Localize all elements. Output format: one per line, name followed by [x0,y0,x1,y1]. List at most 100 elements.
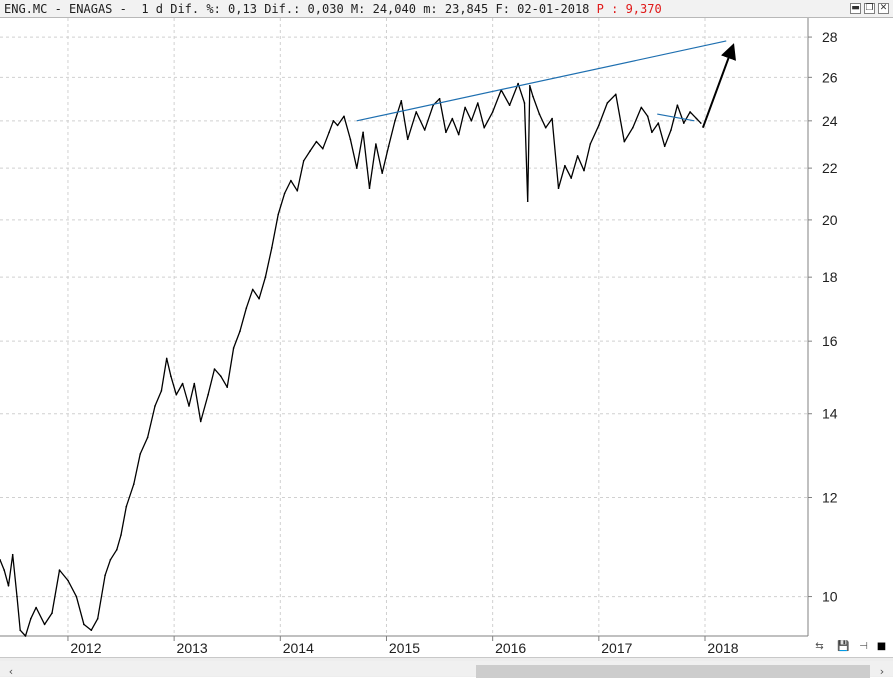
p-label: P : [596,2,619,16]
price-point [381,172,384,174]
pin-icon[interactable]: ⊣ [859,641,868,652]
y-tick-label: 26 [822,69,838,85]
scroll-right-icon[interactable]: › [879,665,885,678]
symbol: ENG.MC [4,2,48,16]
price-line [0,82,702,637]
price-point [251,288,254,291]
max-label: M: [350,2,366,16]
price-point [181,382,184,385]
x-tick-label: 2014 [283,640,314,656]
price-point [570,177,572,179]
price-point [576,155,579,157]
close-button[interactable]: ✕ [878,3,889,14]
axis-ticks: 10 12 14 16 18 20 22 24 26 28 2012 2013 2014 2015 2016… [67,29,838,656]
price-point [651,131,653,134]
price-point [640,106,643,109]
price-point [328,131,330,134]
price-point [362,131,364,134]
price-point [90,629,93,631]
price-point [606,102,609,104]
price-point [368,187,371,189]
price-point [457,133,460,136]
price-series[interactable] [0,82,702,637]
dif-value: 0,030 [307,2,344,16]
price-point [451,117,454,120]
date-value: 02-01-2018 [517,2,590,16]
dif-pct-value: 0,13 [228,2,257,16]
min-value: 23,845 [444,2,489,16]
dif-label: Dif.: [264,2,301,16]
x-tick-label: 2016 [495,640,526,656]
price-point [538,113,541,115]
price-point [332,120,335,122]
price-point [75,595,78,598]
price-point [423,129,426,131]
price-point [529,85,531,87]
price-point [133,483,135,485]
price-point [670,129,672,131]
y-tick-label: 22 [822,160,838,176]
price-point [615,93,617,96]
price-point [170,375,172,378]
scroll-thumb[interactable] [476,665,870,678]
x-tick-label: 2015 [389,640,420,656]
x-tick-label: 2012 [70,640,101,656]
swap-icon[interactable]: ⇆ [815,641,824,652]
price-point [104,574,106,577]
price-point [387,145,390,148]
min-label: m: [423,2,438,16]
horizontal-scrollbar[interactable]: ‹ › [0,661,893,678]
save-icon[interactable]: 💾 [837,641,850,652]
price-point [394,120,396,122]
price-point [532,95,534,98]
price-point [96,617,99,620]
price-point [523,102,526,104]
price-point [290,179,292,182]
trendline [356,40,727,122]
price-point [564,164,566,167]
price-point [296,190,299,192]
price-point [7,585,10,587]
price-point [139,453,141,455]
annotations [356,40,736,129]
restore-button[interactable]: ❐ [864,3,875,14]
price-point [154,405,156,407]
price-point [146,436,149,439]
price-point [83,623,85,626]
price-point [544,126,547,129]
minimize-button[interactable]: ▬ [850,3,861,14]
price-point [109,559,112,561]
price-point [188,405,190,407]
price-point [356,167,358,169]
scroll-left-icon[interactable]: ‹ [8,665,14,678]
price-point [220,375,222,378]
price-point [160,390,163,392]
price-point [0,559,1,561]
price-point [483,126,486,129]
price-point [245,307,248,310]
price-point [464,106,466,109]
price-point [657,122,660,124]
price-point [165,357,168,360]
price-point [175,393,178,396]
price-point [517,82,519,85]
price-point [232,347,235,349]
price-point [24,635,27,637]
price-point [477,102,479,104]
price-point [193,382,196,385]
x-tick-label: 2017 [601,640,632,656]
price-point [283,192,286,195]
price-point [315,140,318,143]
y-tick-label: 16 [822,333,838,349]
price-point [19,629,22,631]
price-point [343,115,345,118]
price-point [67,579,69,582]
color-square-icon[interactable]: ■ [876,641,887,652]
price-point [598,124,600,127]
price-point [445,131,447,134]
price-point [632,126,634,129]
price-point [116,548,118,551]
price-point [700,122,702,124]
price-point [264,276,267,279]
max-value: 24,040 [372,2,416,16]
